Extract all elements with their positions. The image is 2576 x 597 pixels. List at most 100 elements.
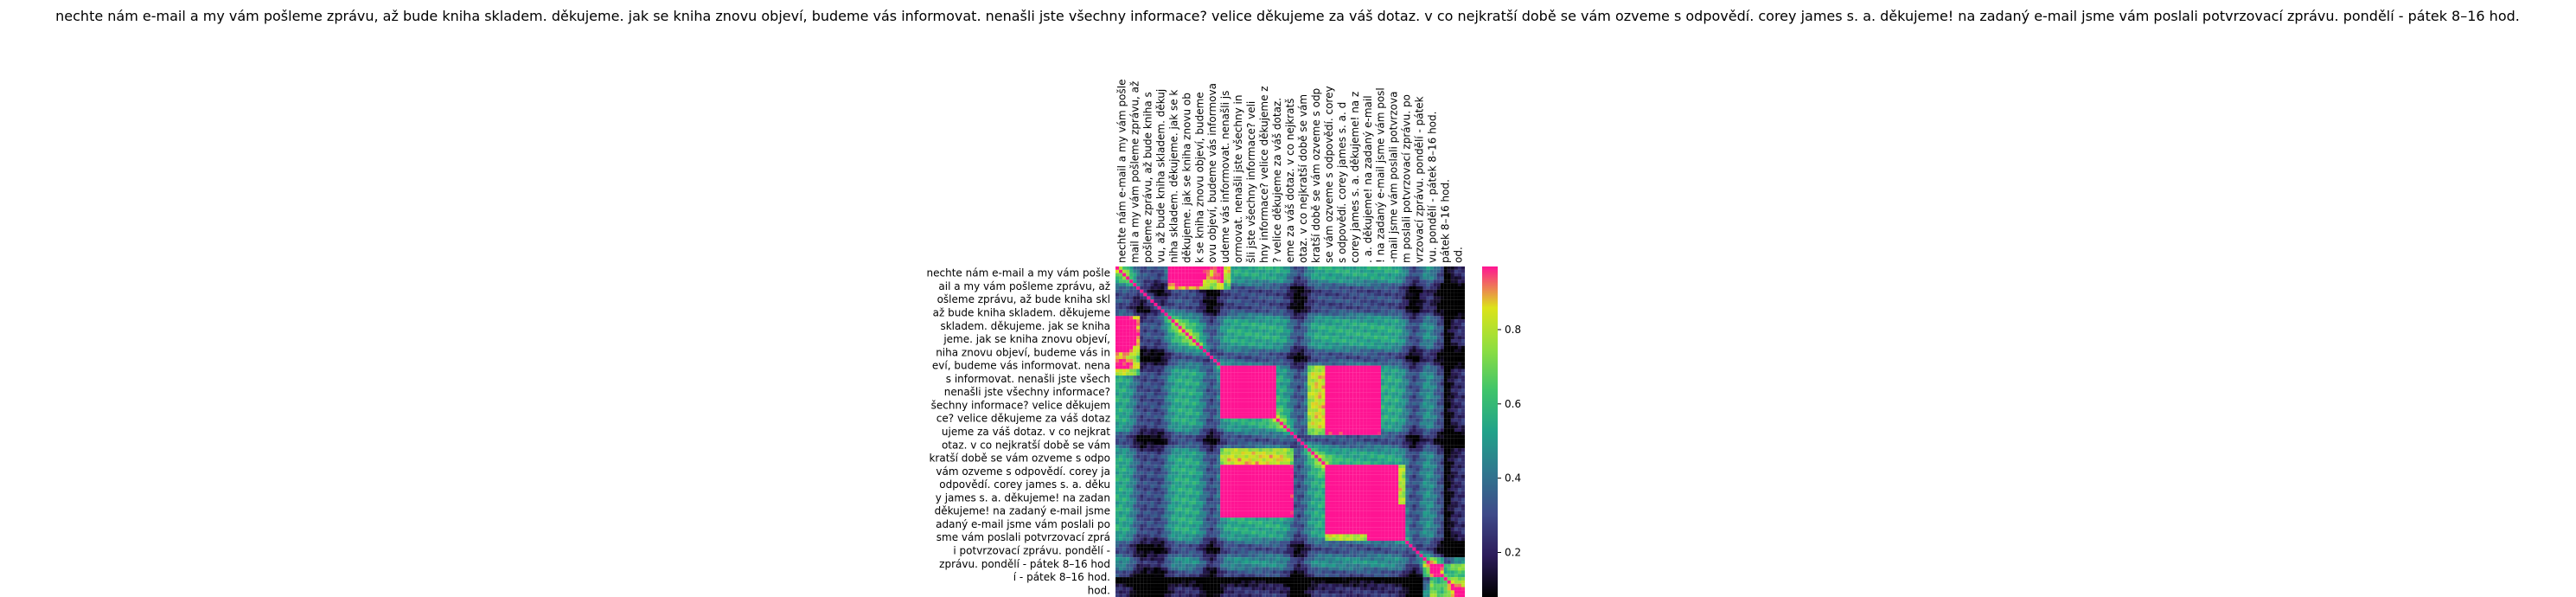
heatmap-cell [1244,412,1249,415]
heatmap-cell [1433,428,1437,433]
heatmap-cell [1461,349,1466,353]
heatmap-cell [1154,401,1158,406]
heatmap-cell [1436,292,1441,297]
heatmap-cell [1251,289,1256,293]
heatmap-cell [1352,405,1357,409]
heatmap-cell [1164,325,1168,330]
heatmap-cell [1433,388,1437,393]
heatmap-cell [1150,388,1154,393]
heatmap-cell [1443,273,1448,277]
heatmap-cell [1325,414,1329,419]
heatmap-cell [1461,392,1466,396]
heatmap-cell [1213,398,1218,402]
heatmap-cell [1454,372,1458,376]
heatmap-cell [1325,289,1329,293]
heatmap-cell [1335,356,1339,360]
heatmap-cell [1181,342,1186,346]
heatmap-cell [1213,309,1218,313]
heatmap-cell [1230,392,1235,396]
heatmap-cell [1332,319,1336,323]
heatmap-cell [1150,292,1154,297]
heatmap-cell [1147,382,1151,386]
heatmap-cell [1255,414,1259,419]
heatmap-cell [1294,352,1298,356]
heatmap-cell [1433,401,1437,406]
heatmap-cell [1237,414,1242,419]
heatmap-cell [1126,292,1130,297]
heatmap-cell [1388,414,1392,419]
heatmap-cell [1422,296,1427,300]
heatmap-cell [1213,405,1218,409]
heatmap-cell [1248,376,1252,379]
heatmap-cell [1178,349,1182,353]
heatmap-cell [1129,283,1134,286]
heatmap-cell [1143,425,1147,429]
heatmap-cell [1328,362,1333,366]
heatmap-cell [1275,345,1280,350]
heatmap-cell [1192,369,1196,373]
heatmap-cell [1450,276,1454,280]
heatmap-cell [1436,392,1441,396]
heatmap-cell [1279,322,1283,326]
heatmap-cell [1262,345,1266,350]
heatmap-cell [1167,309,1172,313]
heatmap-cell [1234,349,1238,353]
heatmap-cell [1122,309,1127,313]
heatmap-cell [1286,336,1291,340]
heatmap-cell [1429,412,1434,415]
heatmap-cell [1447,349,1451,353]
heatmap-cell [1335,382,1339,386]
heatmap-cell [1282,299,1288,304]
heatmap-cell [1279,395,1283,399]
heatmap-cell [1304,289,1308,293]
heatmap-cell [1140,292,1144,297]
heatmap-cell [1339,292,1343,297]
heatmap-cell [1224,339,1228,343]
heatmap-cell [1325,418,1329,422]
heatmap-cell [1251,283,1256,286]
heatmap-cell [1188,401,1192,406]
heatmap-cell [1416,319,1420,323]
heatmap-cell [1307,329,1312,333]
heatmap-cell [1443,356,1448,360]
heatmap-cell [1181,362,1186,366]
heatmap-cell [1290,316,1294,320]
heatmap-cell [1167,421,1172,426]
heatmap-cell [1314,332,1319,337]
heatmap-cell [1373,358,1378,363]
heatmap-cell [1342,269,1346,273]
heatmap-cell [1224,322,1228,326]
heatmap-cell [1342,273,1346,277]
heatmap-cell [1206,316,1211,320]
heatmap-cell [1363,312,1367,317]
heatmap-cell [1244,316,1249,320]
heatmap-cell [1391,376,1396,379]
heatmap-cell [1377,369,1382,373]
heatmap-cell [1422,388,1427,393]
heatmap-cell [1318,342,1322,346]
heatmap-cell [1255,405,1259,409]
heatmap-cell [1388,329,1392,333]
heatmap-cell [1115,352,1120,356]
heatmap-cell [1251,273,1256,277]
heatmap-cell [1395,418,1399,422]
heatmap-cell [1178,303,1182,306]
heatmap-cell [1405,376,1409,379]
heatmap-cell [1405,269,1409,273]
heatmap-cell [1342,305,1346,310]
heatmap-cell [1150,398,1154,402]
heatmap-cell [1192,279,1196,284]
heatmap-cell [1304,365,1308,369]
heatmap-cell [1126,412,1130,415]
heatmap-cell [1147,395,1151,399]
heatmap-cell [1311,266,1315,270]
heatmap-cell [1227,329,1231,333]
heatmap-cell [1429,303,1434,306]
heatmap-cell [1224,329,1228,333]
heatmap-cell [1363,421,1367,426]
heatmap-cell [1409,352,1413,356]
heatmap-cell [1199,329,1204,333]
heatmap-cell [1167,408,1172,413]
heatmap-cell [1433,339,1437,343]
heatmap-cell [1304,412,1308,415]
